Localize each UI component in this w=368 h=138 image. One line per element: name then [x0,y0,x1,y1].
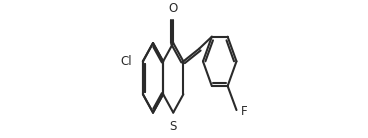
Text: O: O [169,2,178,15]
Text: S: S [170,120,177,132]
Text: F: F [241,105,248,118]
Text: Cl: Cl [121,55,132,68]
